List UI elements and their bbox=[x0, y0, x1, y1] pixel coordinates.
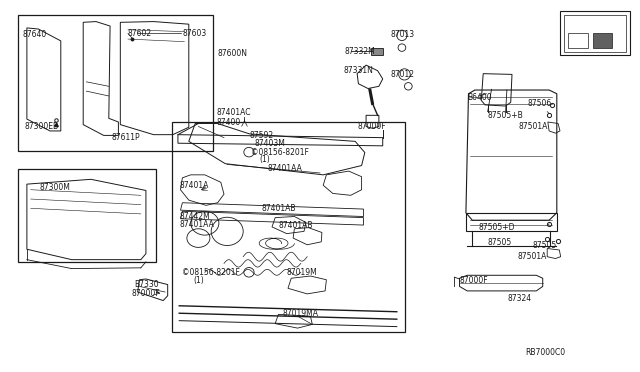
Text: 87332M: 87332M bbox=[344, 47, 375, 56]
Text: 87401AB: 87401AB bbox=[261, 204, 296, 213]
Bar bbox=[18, 169, 156, 262]
Text: (1): (1) bbox=[259, 155, 270, 164]
Text: 87640: 87640 bbox=[22, 30, 47, 39]
Text: 87505: 87505 bbox=[532, 241, 557, 250]
Text: ©08156-8201F: ©08156-8201F bbox=[182, 268, 240, 277]
Text: 87505: 87505 bbox=[488, 238, 512, 247]
Text: (1): (1) bbox=[193, 276, 204, 285]
Text: ©08156-8201F: ©08156-8201F bbox=[251, 148, 308, 157]
Text: 87600N: 87600N bbox=[218, 49, 248, 58]
Text: 87401AA: 87401AA bbox=[268, 164, 302, 173]
Text: 87019MA: 87019MA bbox=[283, 309, 319, 318]
Text: 87602: 87602 bbox=[128, 29, 152, 38]
Bar bbox=[593, 33, 612, 48]
Bar bbox=[564, 15, 626, 52]
Text: 87505+D: 87505+D bbox=[479, 223, 515, 232]
Text: 87000F: 87000F bbox=[131, 289, 160, 298]
Text: 87324: 87324 bbox=[508, 294, 532, 303]
Text: 87506: 87506 bbox=[527, 99, 552, 108]
Text: RB7000C0: RB7000C0 bbox=[525, 348, 565, 357]
Text: 87019M: 87019M bbox=[287, 268, 317, 277]
Text: 87401AA: 87401AA bbox=[179, 220, 214, 229]
Text: 87401AB: 87401AB bbox=[278, 221, 313, 230]
Text: 87501A: 87501A bbox=[518, 122, 548, 131]
Bar bbox=[371, 48, 383, 55]
Text: 87000F: 87000F bbox=[357, 122, 386, 131]
Text: 87000F: 87000F bbox=[460, 276, 488, 285]
Text: 87400: 87400 bbox=[216, 118, 241, 126]
Text: 87300EB: 87300EB bbox=[24, 122, 58, 131]
Text: 87401AC: 87401AC bbox=[216, 108, 251, 117]
Text: 87300M: 87300M bbox=[40, 183, 70, 192]
Bar bbox=[568, 33, 588, 48]
Text: 87592: 87592 bbox=[250, 131, 274, 140]
Text: 87501A: 87501A bbox=[517, 252, 547, 261]
Text: 87505+B: 87505+B bbox=[488, 111, 524, 120]
Text: 87603: 87603 bbox=[182, 29, 207, 38]
Text: 87611P: 87611P bbox=[112, 133, 141, 142]
Text: 87401A: 87401A bbox=[179, 181, 209, 190]
Text: 87442M: 87442M bbox=[179, 212, 210, 221]
Bar bbox=[18, 15, 213, 151]
Text: B6400: B6400 bbox=[467, 93, 492, 102]
Text: 87012: 87012 bbox=[390, 70, 415, 79]
Bar bbox=[172, 122, 405, 332]
Text: B7330: B7330 bbox=[134, 280, 159, 289]
Bar bbox=[560, 11, 630, 55]
Text: 87403M: 87403M bbox=[255, 139, 285, 148]
Text: 87331N: 87331N bbox=[344, 66, 374, 75]
Text: 87013: 87013 bbox=[390, 30, 415, 39]
